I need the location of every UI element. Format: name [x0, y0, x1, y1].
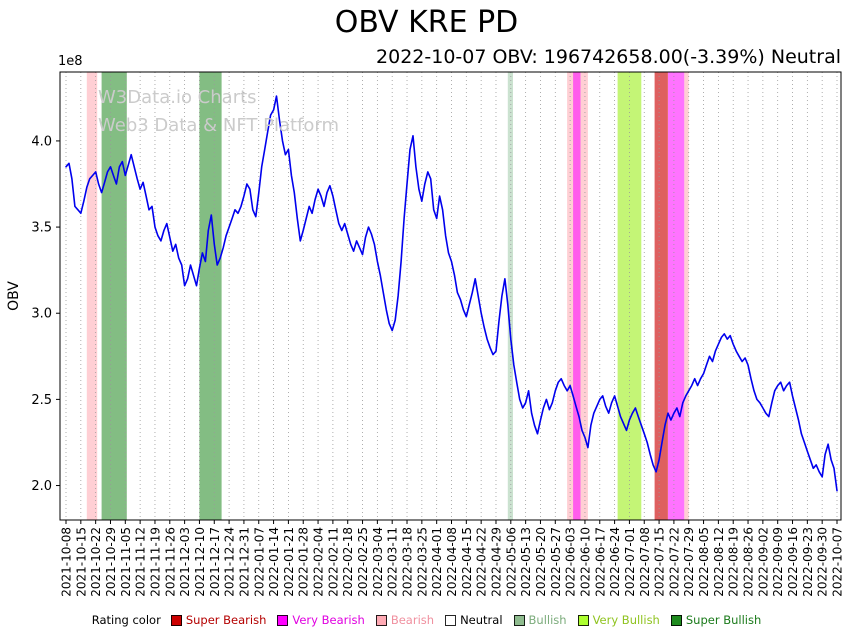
x-tick-label: 2022-05-06	[504, 527, 518, 597]
legend-item-super-bullish: Super Bullish	[670, 613, 762, 627]
x-tick-label: 2022-06-24	[608, 527, 622, 597]
legend-label-super-bearish: Super Bearish	[185, 613, 267, 627]
legend-label-super-bullish: Super Bullish	[685, 613, 762, 627]
y-tick-label: 2.5	[31, 393, 52, 408]
x-tick-label: 2022-02-25	[356, 527, 370, 597]
plot-border	[59, 71, 842, 521]
x-tick-label: 2021-10-22	[89, 527, 103, 597]
x-tick-label: 2021-11-19	[148, 527, 162, 597]
y-tick-label: 3.5	[31, 221, 52, 236]
x-tick-label: 2022-09-09	[771, 527, 785, 597]
x-tick-label: 2022-04-01	[430, 527, 444, 597]
x-tick-label: 2022-08-19	[727, 527, 741, 597]
x-tick-label: 2022-04-08	[445, 527, 459, 597]
x-tick-label: 2022-02-04	[312, 527, 326, 597]
x-tick-label: 2022-09-16	[786, 527, 800, 597]
legend-label-neutral: Neutral	[460, 613, 503, 627]
x-tick-label: 2021-11-05	[119, 527, 133, 597]
x-tick-label: 2022-08-05	[697, 527, 711, 597]
x-tick-label: 2021-11-26	[163, 527, 177, 597]
x-tick-label: 2022-07-01	[623, 527, 637, 597]
x-tick-label: 2022-05-20	[534, 527, 548, 597]
legend-label-bearish: Bearish	[390, 613, 435, 627]
x-tick-label: 2021-10-29	[104, 527, 118, 597]
x-tick-label: 2022-05-13	[519, 527, 533, 597]
x-tick-label: 2022-07-29	[682, 527, 696, 597]
x-tick-label: 2021-12-17	[208, 527, 222, 597]
chart-title: OBV KRE PD	[334, 5, 519, 40]
y-tick-label: 2.0	[31, 479, 52, 494]
x-tick-label: 2022-08-26	[742, 527, 756, 597]
x-tick-label: 2022-05-27	[549, 527, 563, 597]
x-tick-label: 2022-07-08	[638, 527, 652, 597]
x-tick-label: 2022-01-14	[267, 527, 281, 597]
rating-band-very-bearish	[573, 72, 581, 520]
legend-swatch-very-bearish	[277, 614, 289, 626]
rating-band-bearish	[684, 72, 689, 520]
legend-swatch-super-bearish	[170, 614, 182, 626]
rating-band-very-bearish	[668, 72, 685, 520]
legend-label-very-bearish: Very Bearish	[292, 613, 365, 627]
rating-band-super-bullish	[199, 72, 222, 520]
legend-item-bearish: Bearish	[375, 613, 435, 627]
x-tick-label: 2021-11-12	[134, 527, 148, 597]
rating-legend: Rating color Super Bearish Very Bearish Be…	[0, 613, 853, 627]
x-tick-label: 2022-10-07	[831, 527, 845, 597]
y-axis-multiplier-label: 1e8	[58, 54, 83, 69]
x-tick-label: 2021-12-31	[237, 527, 251, 597]
x-tick-label: 2022-07-15	[653, 527, 667, 597]
legend-item-very-bullish: Very Bullish	[577, 613, 660, 627]
x-tick-label: 2022-01-07	[252, 527, 266, 597]
legend-items: Super Bearish Very Bearish Bearish Neutral B…	[170, 613, 762, 627]
chart-subtitle: 2022-10-07 OBV: 196742658.00(-3.39%) Neu…	[376, 46, 841, 68]
rating-band-super-bullish	[101, 72, 127, 520]
legend-label-very-bullish: Very Bullish	[592, 613, 660, 627]
x-tick-label: 2022-07-22	[667, 527, 681, 597]
y-tick-label: 4.0	[31, 134, 52, 149]
legend-swatch-super-bullish	[670, 614, 682, 626]
legend-swatch-neutral	[445, 614, 457, 626]
legend-title: Rating color	[91, 613, 161, 627]
x-tick-label: 2022-04-29	[489, 527, 503, 597]
x-tick-label: 2021-10-08	[60, 527, 74, 597]
x-tick-label: 2022-03-18	[401, 527, 415, 597]
x-tick-label: 2022-09-02	[756, 527, 770, 597]
x-tick-label: 2022-04-15	[460, 527, 474, 597]
legend-swatch-bullish	[513, 614, 525, 626]
x-tick-label: 2022-04-22	[475, 527, 489, 597]
x-tick-label: 2022-01-28	[297, 527, 311, 597]
x-tick-label: 2022-02-18	[341, 527, 355, 597]
y-tick-label: 3.0	[31, 307, 52, 322]
rating-band-super-bearish	[654, 72, 668, 520]
x-tick-label: 2021-12-03	[178, 527, 192, 597]
x-tick-label: 2022-03-25	[415, 527, 429, 597]
x-tick-label: 2022-08-12	[712, 527, 726, 597]
rating-band-bullish	[507, 72, 513, 520]
legend-item-very-bearish: Very Bearish	[277, 613, 365, 627]
rating-band-bearish	[86, 72, 98, 520]
x-tick-label: 2022-09-23	[801, 527, 815, 597]
obv-line	[65, 95, 838, 492]
x-tick-label: 2022-06-03	[564, 527, 578, 597]
x-tick-label: 2022-06-17	[593, 527, 607, 597]
legend-item-super-bearish: Super Bearish	[170, 613, 267, 627]
x-tick-label: 2022-06-10	[578, 527, 592, 597]
legend-item-bullish: Bullish	[513, 613, 567, 627]
x-tick-label: 2021-12-10	[193, 527, 207, 597]
x-tick-label: 2022-09-30	[816, 527, 830, 597]
legend-swatch-very-bullish	[577, 614, 589, 626]
x-tick-label: 2022-03-11	[386, 527, 400, 597]
x-tick-label: 2022-01-21	[282, 527, 296, 597]
legend-item-neutral: Neutral	[445, 613, 503, 627]
y-axis-label: OBV	[6, 281, 22, 311]
x-tick-label: 2021-12-24	[223, 527, 237, 597]
x-tick-label: 2022-03-04	[371, 527, 385, 597]
legend-swatch-bearish	[375, 614, 387, 626]
x-tick-label: 2021-10-15	[74, 527, 88, 597]
x-tick-label: 2022-02-11	[326, 527, 340, 597]
legend-label-bullish: Bullish	[528, 613, 567, 627]
